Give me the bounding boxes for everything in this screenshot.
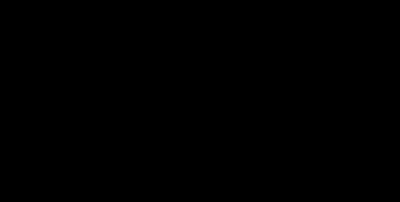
Text: Map unavailable: Map unavailable — [143, 90, 257, 104]
